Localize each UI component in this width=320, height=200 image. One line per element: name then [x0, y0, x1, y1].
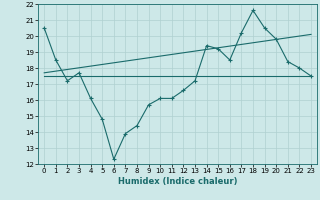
X-axis label: Humidex (Indice chaleur): Humidex (Indice chaleur) — [118, 177, 237, 186]
